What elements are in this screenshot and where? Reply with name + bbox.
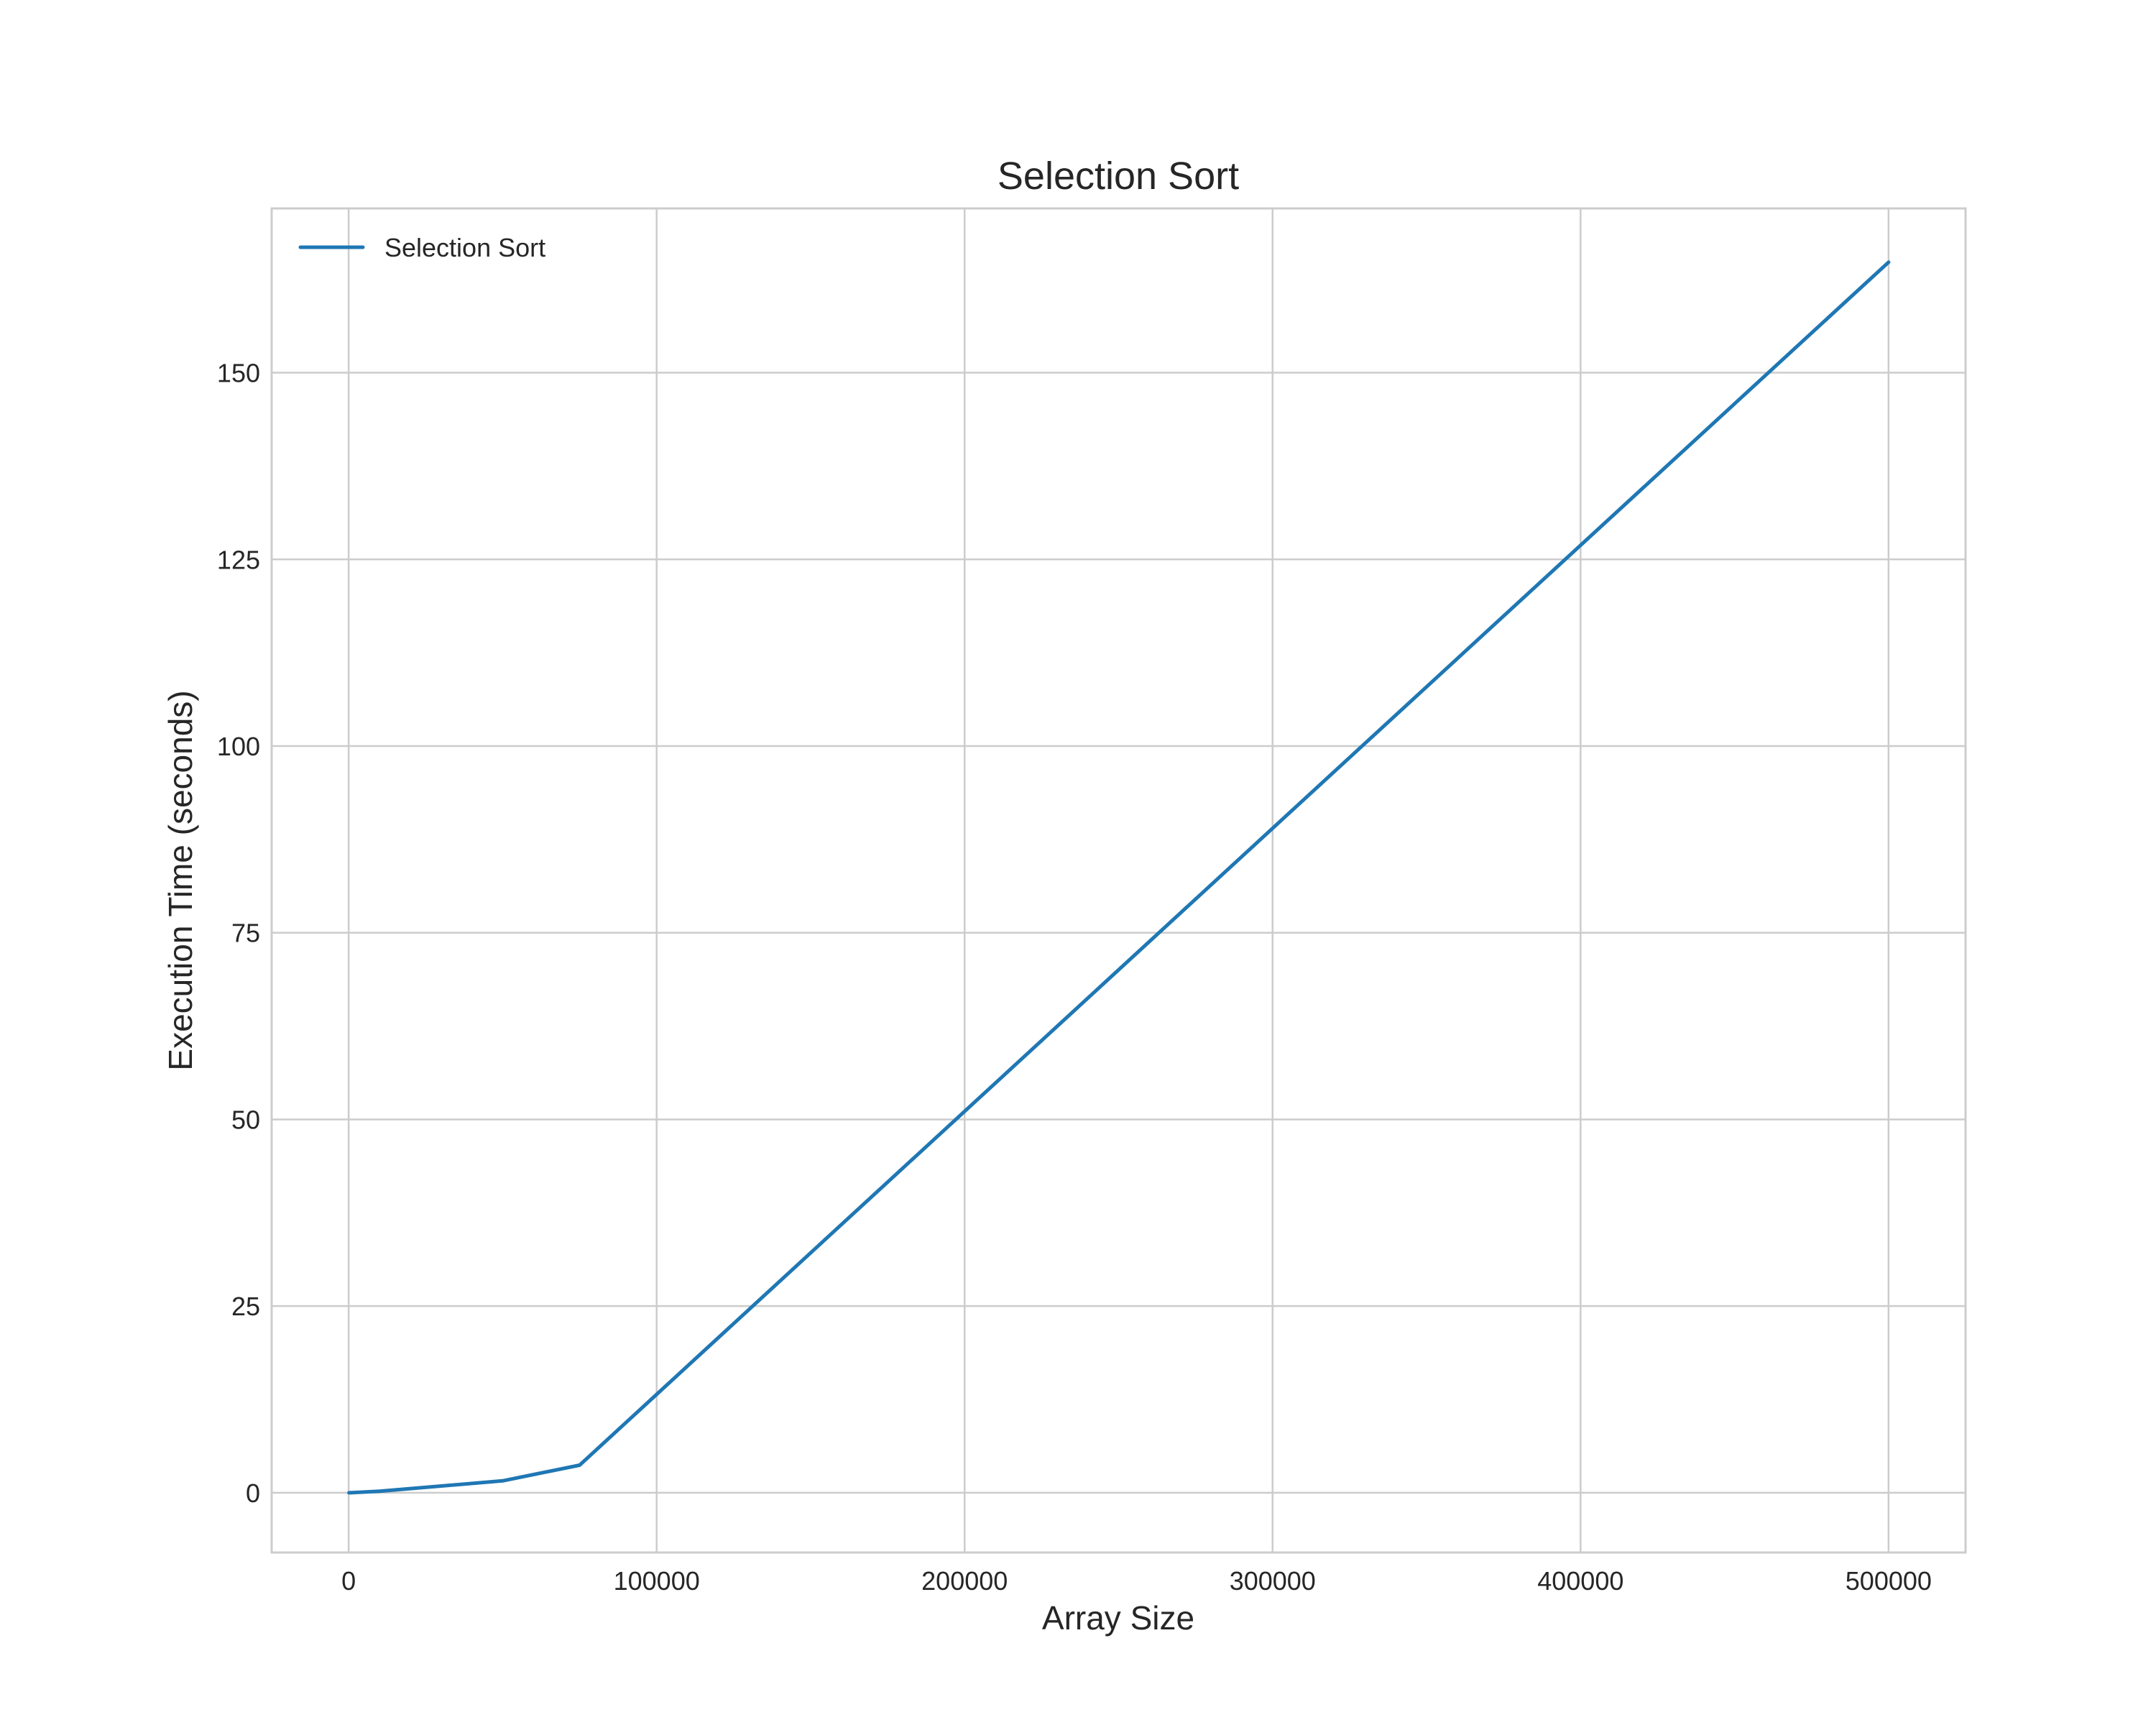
tick-labels: 0 100000 200000 300000 400000 500000 0 25 50 75 10… (217, 359, 1932, 1596)
x-axis-label: Array Size (1042, 1599, 1194, 1637)
x-tick-label: 500000 (1846, 1566, 1932, 1596)
y-tick-label: 0 (246, 1478, 260, 1508)
y-tick-label: 50 (231, 1105, 260, 1134)
x-tick-label: 400000 (1537, 1566, 1623, 1596)
x-tick-label: 100000 (614, 1566, 700, 1596)
chart-title: Selection Sort (998, 155, 1239, 198)
legend-label-selection-sort: Selection Sort (384, 233, 545, 262)
series-line-selection-sort (347, 260, 1891, 1495)
x-tick-label: 300000 (1230, 1566, 1316, 1596)
series-layer (347, 260, 1891, 1495)
y-tick-label: 25 (231, 1292, 260, 1321)
legend: Selection Sort (298, 233, 545, 262)
y-tick-label: 100 (217, 732, 260, 761)
y-axis-label: Execution Time (seconds) (162, 690, 199, 1070)
y-tick-label: 75 (231, 919, 260, 948)
y-tick-label: 125 (217, 545, 260, 574)
grid (272, 208, 1966, 1552)
plot-frame (270, 207, 1967, 1554)
y-tick-label: 150 (217, 359, 260, 388)
x-tick-label: 200000 (921, 1566, 1008, 1596)
x-tick-label: 0 (341, 1566, 356, 1596)
